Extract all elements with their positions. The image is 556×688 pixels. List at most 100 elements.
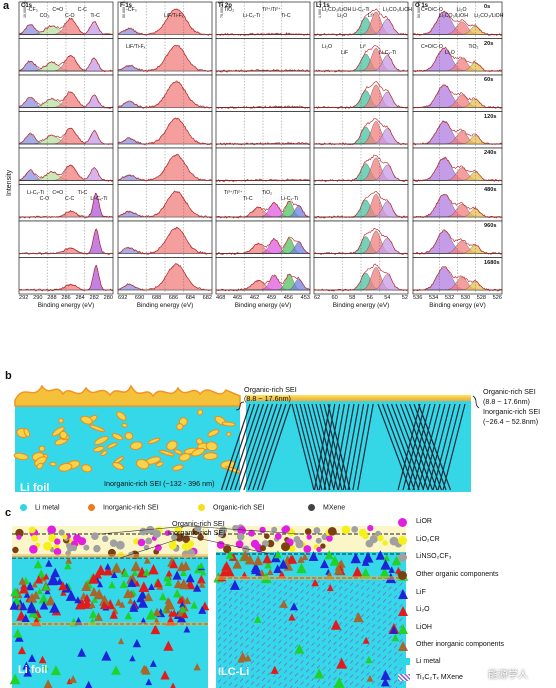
- organic-particle: [306, 534, 312, 540]
- tick-label: 682: [202, 295, 212, 301]
- organic-particle: [139, 527, 147, 536]
- inorganic-particle: [145, 608, 157, 620]
- sei-island: [94, 435, 109, 446]
- legend-b-label: MXene: [323, 504, 346, 512]
- c-ilc-li-label: ILC-Li: [218, 666, 250, 678]
- inorganic-particle: [294, 643, 305, 654]
- inorganic-particle: [111, 665, 121, 675]
- inorganic-particle: [150, 624, 161, 635]
- mxene-stripe: [395, 403, 429, 491]
- organic-particle: [236, 533, 245, 541]
- tick-label: 459: [266, 295, 277, 301]
- mxene-stripe: [247, 403, 278, 491]
- brace-right: [472, 395, 480, 409]
- legend-dot-icon: [198, 504, 205, 511]
- organic-particle: [29, 545, 38, 554]
- inorganic-particle: [181, 611, 189, 619]
- inorganic-particle: [379, 567, 390, 578]
- inorganic-particle: [197, 562, 205, 569]
- sei-island: [159, 449, 175, 457]
- inorganic-particle: [164, 598, 175, 610]
- legend-b-item: Inorganic-rich SEI: [88, 504, 159, 511]
- xps-envelope: [215, 178, 310, 182]
- xps-peak: [118, 45, 212, 72]
- sei-island: [112, 462, 125, 470]
- inorganic-particle: [361, 558, 370, 566]
- mxene-column: [289, 580, 293, 688]
- tick-label: 60: [331, 295, 338, 301]
- organic-particle: [259, 526, 266, 534]
- legend-c-item: Li₂O: [398, 606, 430, 616]
- tick-label: 532: [444, 295, 455, 301]
- inorganic-particle: [288, 554, 297, 564]
- inorganic-particle: [172, 570, 182, 580]
- organic-particle: [93, 544, 101, 553]
- sei-island: [116, 411, 127, 421]
- xps-peak-label: Li₂O: [337, 13, 348, 19]
- inorganic-particle: [95, 564, 107, 576]
- organic-particle: [217, 532, 224, 538]
- mxene-stripe: [261, 403, 292, 491]
- inorganic-particle: [240, 550, 251, 561]
- xps-column-5: [412, 1, 503, 295]
- inorganic-particle: [13, 628, 23, 638]
- inorganic-particle: [83, 593, 91, 602]
- xps-peak-label: TiO₂: [468, 43, 479, 50]
- organic-particle: [174, 526, 183, 534]
- inorganic-particle: [127, 597, 134, 604]
- mxene-stripe: [313, 403, 331, 491]
- sei-island: [49, 461, 57, 467]
- inorganic-particle: [279, 599, 288, 608]
- glow-strip: [12, 622, 208, 626]
- inorganic-particle: [23, 667, 33, 677]
- organic-particle: [235, 540, 244, 549]
- sei-island: [191, 447, 206, 457]
- mxene-stripe: [402, 403, 426, 491]
- mxene-stripe: [229, 403, 260, 491]
- inorganic-particle: [193, 663, 201, 671]
- inorganic-particle: [244, 554, 256, 565]
- inorganic-particle: [19, 602, 28, 611]
- inorganic-particle: [34, 575, 43, 584]
- xps-tick-labels: 692 690 688 686 684 682: [118, 295, 212, 301]
- mxene-stripe: [319, 403, 343, 491]
- xps-peak-label: C=O/C-O: [421, 43, 443, 50]
- inorganic-particle: [65, 556, 73, 564]
- inorganic-particle: [74, 596, 82, 604]
- organic-particle: [341, 525, 351, 535]
- etch-time-label: 60s: [484, 77, 494, 83]
- xps-peak-label: Li⁰: [367, 13, 374, 19]
- mxene-stripe: [427, 403, 451, 491]
- inorganic-particle: [336, 657, 348, 669]
- inorganic-particle: [337, 559, 346, 568]
- xps-peak: [19, 58, 113, 72]
- organic-particle: [303, 545, 312, 553]
- organic-particle: [58, 529, 65, 536]
- mxene-column: [317, 580, 320, 688]
- organic-particle: [351, 526, 359, 533]
- organic-particle: [394, 539, 403, 548]
- organic-particle: [315, 537, 322, 544]
- inorganic-particle: [264, 560, 272, 569]
- organic-particle: [377, 535, 384, 542]
- legend-c-item: LiOR: [398, 518, 432, 527]
- inorganic-particle: [104, 563, 111, 570]
- mxene-column: [339, 580, 342, 688]
- b-left-organic-range: (8.8 ~ 17.6nm): [244, 394, 291, 403]
- tick-label: 56: [366, 295, 373, 301]
- sei-island: [173, 449, 183, 455]
- inorganic-particle: [266, 568, 274, 575]
- mxene-stripe: [412, 403, 436, 491]
- inorganic-particle: [320, 559, 329, 569]
- mxene-stripe: [256, 403, 287, 491]
- xps-column-3: [215, 1, 311, 295]
- xps-peak-label: TiO₂: [262, 189, 273, 196]
- legend-b-item: Li metal: [20, 504, 60, 511]
- inorganic-islands: [13, 409, 241, 474]
- inorganic-particle: [145, 678, 153, 686]
- organic-particle: [367, 525, 374, 532]
- inorganic-particle: [21, 613, 30, 622]
- inorganic-particle: [314, 668, 325, 679]
- organic-particle: [73, 534, 82, 543]
- inorganic-particle: [33, 559, 43, 569]
